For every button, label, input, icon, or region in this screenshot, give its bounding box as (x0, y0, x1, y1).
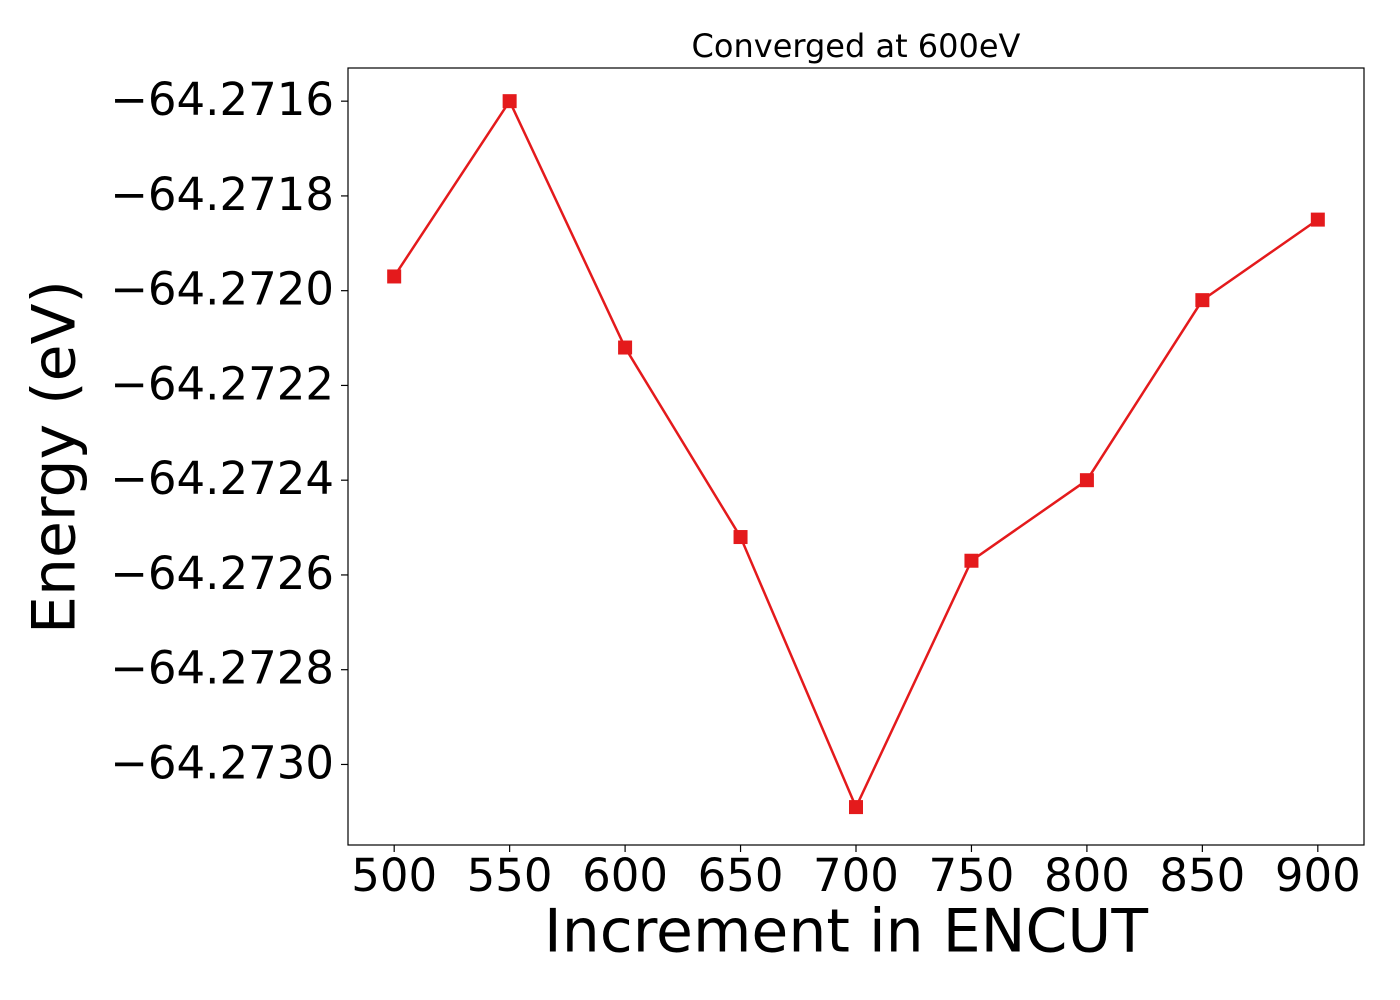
x-tick-label: 550 (467, 849, 553, 902)
x-tick-label: 800 (1044, 849, 1130, 902)
y-tick-label: −64.2728 (110, 642, 334, 695)
x-tick-label: 650 (698, 849, 784, 902)
y-tick-label: −64.2716 (110, 73, 334, 126)
plot-frame (347, 67, 1365, 846)
x-axis-label: Increment in ENCUT (544, 897, 1148, 967)
data-point (1195, 293, 1210, 308)
data-point (1079, 473, 1094, 488)
data-point (849, 800, 863, 815)
data-point (502, 94, 517, 109)
data-point (1310, 212, 1325, 227)
x-tick-label: 850 (1159, 849, 1245, 902)
y-axis-label: Energy (eV) (20, 280, 90, 634)
data-point (618, 340, 633, 355)
x-tick-label: 500 (351, 849, 437, 902)
x-tick-label: 750 (929, 849, 1015, 902)
y-tick-label: −64.2720 (110, 263, 334, 316)
data-point (733, 530, 748, 545)
y-tick-label: −64.2722 (110, 357, 334, 410)
y-tick-label: −64.2730 (110, 736, 334, 789)
x-tick-label: 900 (1275, 849, 1361, 902)
chart-title: Converged at 600eV (692, 27, 1021, 65)
y-tick-label: −64.2724 (110, 452, 334, 505)
data-point (964, 553, 979, 568)
y-tick-label: −64.2726 (110, 547, 334, 600)
data-line (393, 98, 1319, 811)
x-tick-label: 700 (813, 849, 899, 902)
x-tick-label: 600 (582, 849, 668, 902)
y-tick-label: −64.2718 (110, 168, 334, 221)
data-point (387, 269, 402, 284)
